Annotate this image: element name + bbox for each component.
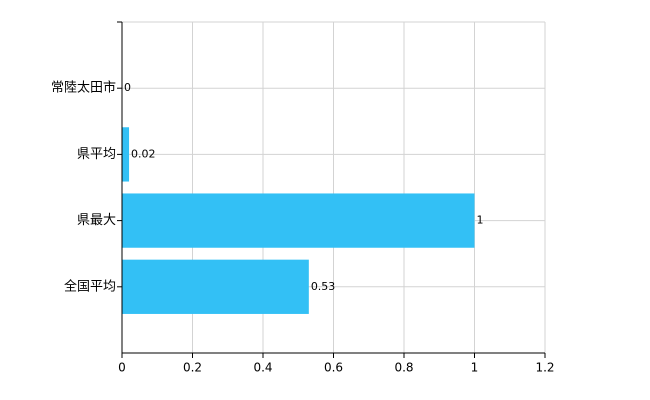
x-tick-label: 0 [118, 361, 126, 375]
y-tick-label: 全国平均 [64, 278, 116, 294]
x-tick-label: 0.6 [324, 361, 343, 375]
bar [122, 127, 130, 182]
data-label: 1 [477, 214, 484, 227]
y-tick-label: 県最大 [77, 213, 116, 228]
y-tick-label: 常陸太田市 [51, 80, 116, 96]
x-tick-label: 0.8 [394, 361, 413, 375]
x-tick-label: 0.4 [253, 361, 272, 375]
data-label: 0.02 [131, 147, 156, 160]
data-label: 0 [124, 81, 131, 94]
y-tick-label: 県平均 [77, 147, 116, 162]
data-label: 0.53 [311, 280, 336, 293]
x-tick-label: 0.2 [183, 361, 202, 375]
bar [122, 259, 309, 314]
x-tick-label: 1 [471, 361, 479, 375]
x-tick-label: 1.2 [535, 361, 554, 375]
bar [122, 193, 475, 248]
